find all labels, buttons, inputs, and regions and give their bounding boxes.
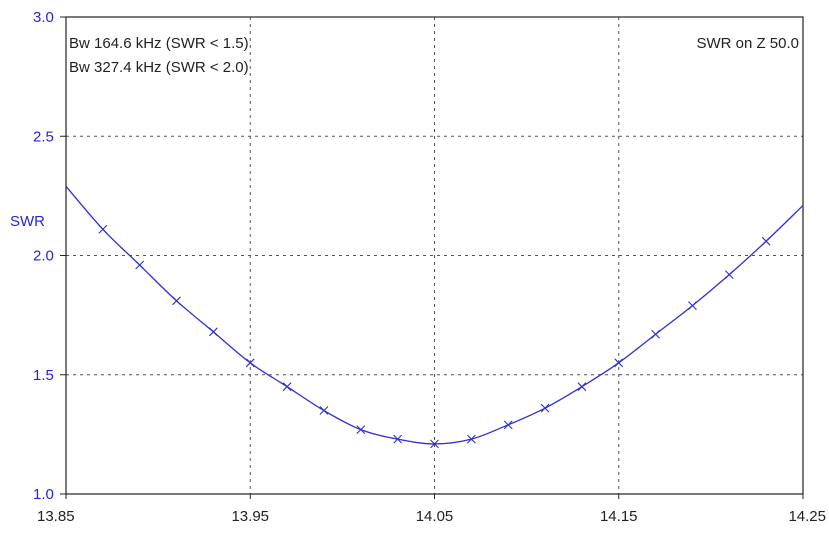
- grid: [66, 17, 803, 494]
- y-tick-label: 1.0: [33, 486, 54, 503]
- data-point-marker: [651, 329, 660, 339]
- data-point-marker: [98, 224, 108, 234]
- data-point-marker: [540, 403, 550, 413]
- y-axis-ticks: 1.0 1.5 2.0 2.5 3.0: [33, 9, 66, 503]
- data-point-marker: [761, 236, 771, 246]
- x-tick-label: 14.05: [416, 508, 454, 525]
- data-point-marker: [282, 382, 292, 392]
- x-tick-label: 14.15: [600, 508, 638, 525]
- reference-impedance-annotation: SWR on Z 50.0: [696, 35, 799, 52]
- y-tick-label: 3.0: [33, 9, 54, 26]
- y-tick-label: 1.5: [33, 367, 54, 384]
- data-point-marker: [503, 420, 513, 430]
- data-point-marker: [209, 327, 218, 337]
- data-point-marker: [688, 301, 697, 310]
- data-point-marker: [724, 270, 734, 279]
- y-tick-label: 2.0: [33, 248, 54, 265]
- y-tick-label: 2.5: [33, 128, 54, 145]
- data-point-marker: [319, 406, 329, 415]
- x-axis-ticks: 13.85 13.95 14.05 14.15 14.25: [37, 494, 826, 525]
- data-point-marker: [356, 425, 366, 434]
- bandwidth-annotation-2: Bw 327.4 kHz (SWR < 2.0): [69, 59, 249, 76]
- data-point-marker: [577, 382, 587, 392]
- bandwidth-annotation-1: Bw 164.6 kHz (SWR < 1.5): [69, 35, 249, 52]
- x-tick-label: 14.25: [788, 508, 826, 525]
- data-point-marker: [245, 358, 255, 368]
- x-tick-label: 13.95: [231, 508, 269, 525]
- data-point-marker: [466, 434, 476, 444]
- data-point-marker: [393, 434, 403, 444]
- swr-curve: [65, 185, 804, 445]
- data-point-marker: [614, 358, 624, 368]
- data-point-marker: [135, 260, 145, 270]
- data-point-marker: [430, 439, 439, 449]
- data-point-marker: [172, 296, 181, 306]
- x-tick-label: 13.85: [37, 508, 75, 525]
- y-axis-label: SWR: [10, 213, 45, 230]
- swr-markers: [98, 224, 771, 449]
